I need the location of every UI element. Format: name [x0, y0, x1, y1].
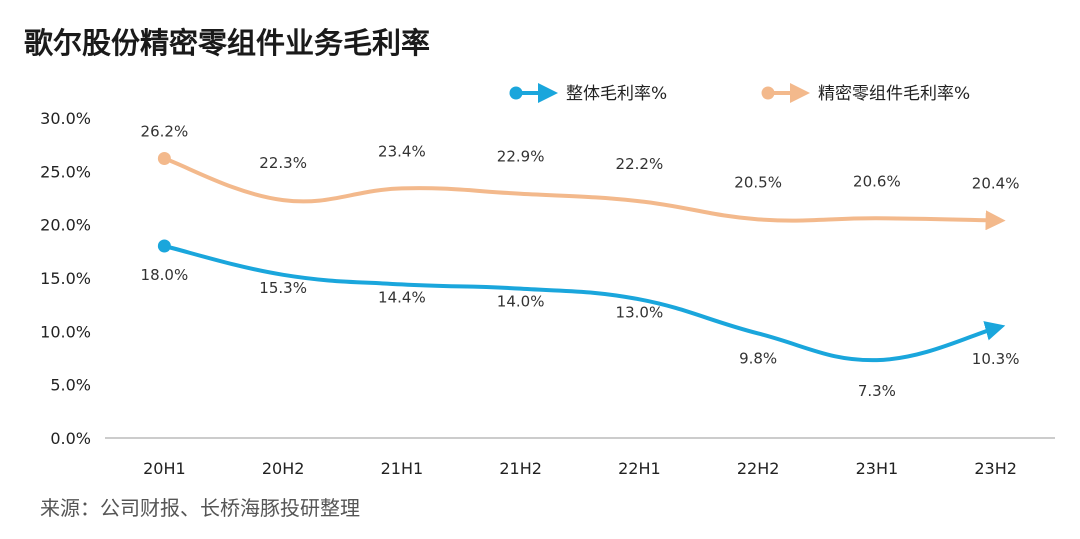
data-label-overall: 13.0% — [616, 303, 664, 321]
x-tick-label: 23H1 — [856, 459, 899, 478]
series-layer — [157, 152, 1006, 363]
x-tick-label: 20H2 — [262, 459, 305, 478]
data-label-overall: 18.0% — [141, 266, 189, 284]
data-label-precision: 20.5% — [734, 173, 782, 191]
y-tick-label: 25.0% — [40, 162, 91, 181]
y-tick-label: 10.0% — [40, 322, 91, 341]
data-label-overall: 15.3% — [259, 279, 307, 297]
x-tick-label: 21H1 — [381, 459, 424, 478]
chart-title: 歌尔股份精密零组件业务毛利率 — [24, 26, 431, 60]
series-start-point-precision — [157, 152, 171, 166]
source-note: 来源：公司财报、长桥海豚投研整理 — [40, 496, 360, 520]
data-label-precision: 22.2% — [616, 155, 664, 173]
series-start-point-overall — [157, 239, 171, 253]
legend-dot-precision — [761, 86, 775, 100]
x-tick-label: 22H2 — [737, 459, 780, 478]
data-label-precision: 22.3% — [259, 154, 307, 172]
data-label-precision: 20.4% — [972, 174, 1020, 192]
data-label-overall: 7.3% — [858, 382, 896, 400]
y-tick-label: 20.0% — [40, 216, 91, 235]
axes: 0.0% 5.0% 10.0% 15.0% 20.0% 25.0% 30.0% 20H1 20H… — [40, 109, 1055, 478]
series-line-overall — [162, 244, 1006, 363]
data-label-overall: 14.4% — [378, 288, 426, 306]
series-line-precision — [162, 156, 1006, 231]
legend: 整体毛利率% 精密零组件毛利率% — [509, 83, 970, 104]
y-tick-label: 5.0% — [50, 376, 91, 395]
y-tick-label: 15.0% — [40, 269, 91, 288]
data-labels: 18.0% 15.3% 14.4% 14.0% 13.0% 9.8% 7.3% 10.3% 26… — [141, 123, 1020, 401]
legend-label-overall: 整体毛利率% — [566, 84, 667, 104]
x-tick-label: 21H2 — [499, 459, 542, 478]
x-tick-label: 20H1 — [143, 459, 186, 478]
data-label-precision: 26.2% — [141, 123, 189, 141]
data-label-precision: 22.9% — [497, 148, 545, 166]
x-tick-label: 22H1 — [618, 459, 661, 478]
y-tick-label: 0.0% — [50, 429, 91, 448]
data-label-overall: 10.3% — [972, 350, 1020, 368]
data-label-precision: 23.4% — [378, 142, 426, 160]
data-label-overall: 14.0% — [497, 293, 545, 311]
x-tick-label: 23H2 — [974, 459, 1017, 478]
y-tick-label: 30.0% — [40, 109, 91, 128]
data-label-overall: 9.8% — [739, 349, 777, 367]
data-label-precision: 20.6% — [853, 172, 901, 190]
legend-dot-overall — [509, 86, 523, 100]
legend-label-precision: 精密零组件毛利率% — [818, 84, 970, 104]
